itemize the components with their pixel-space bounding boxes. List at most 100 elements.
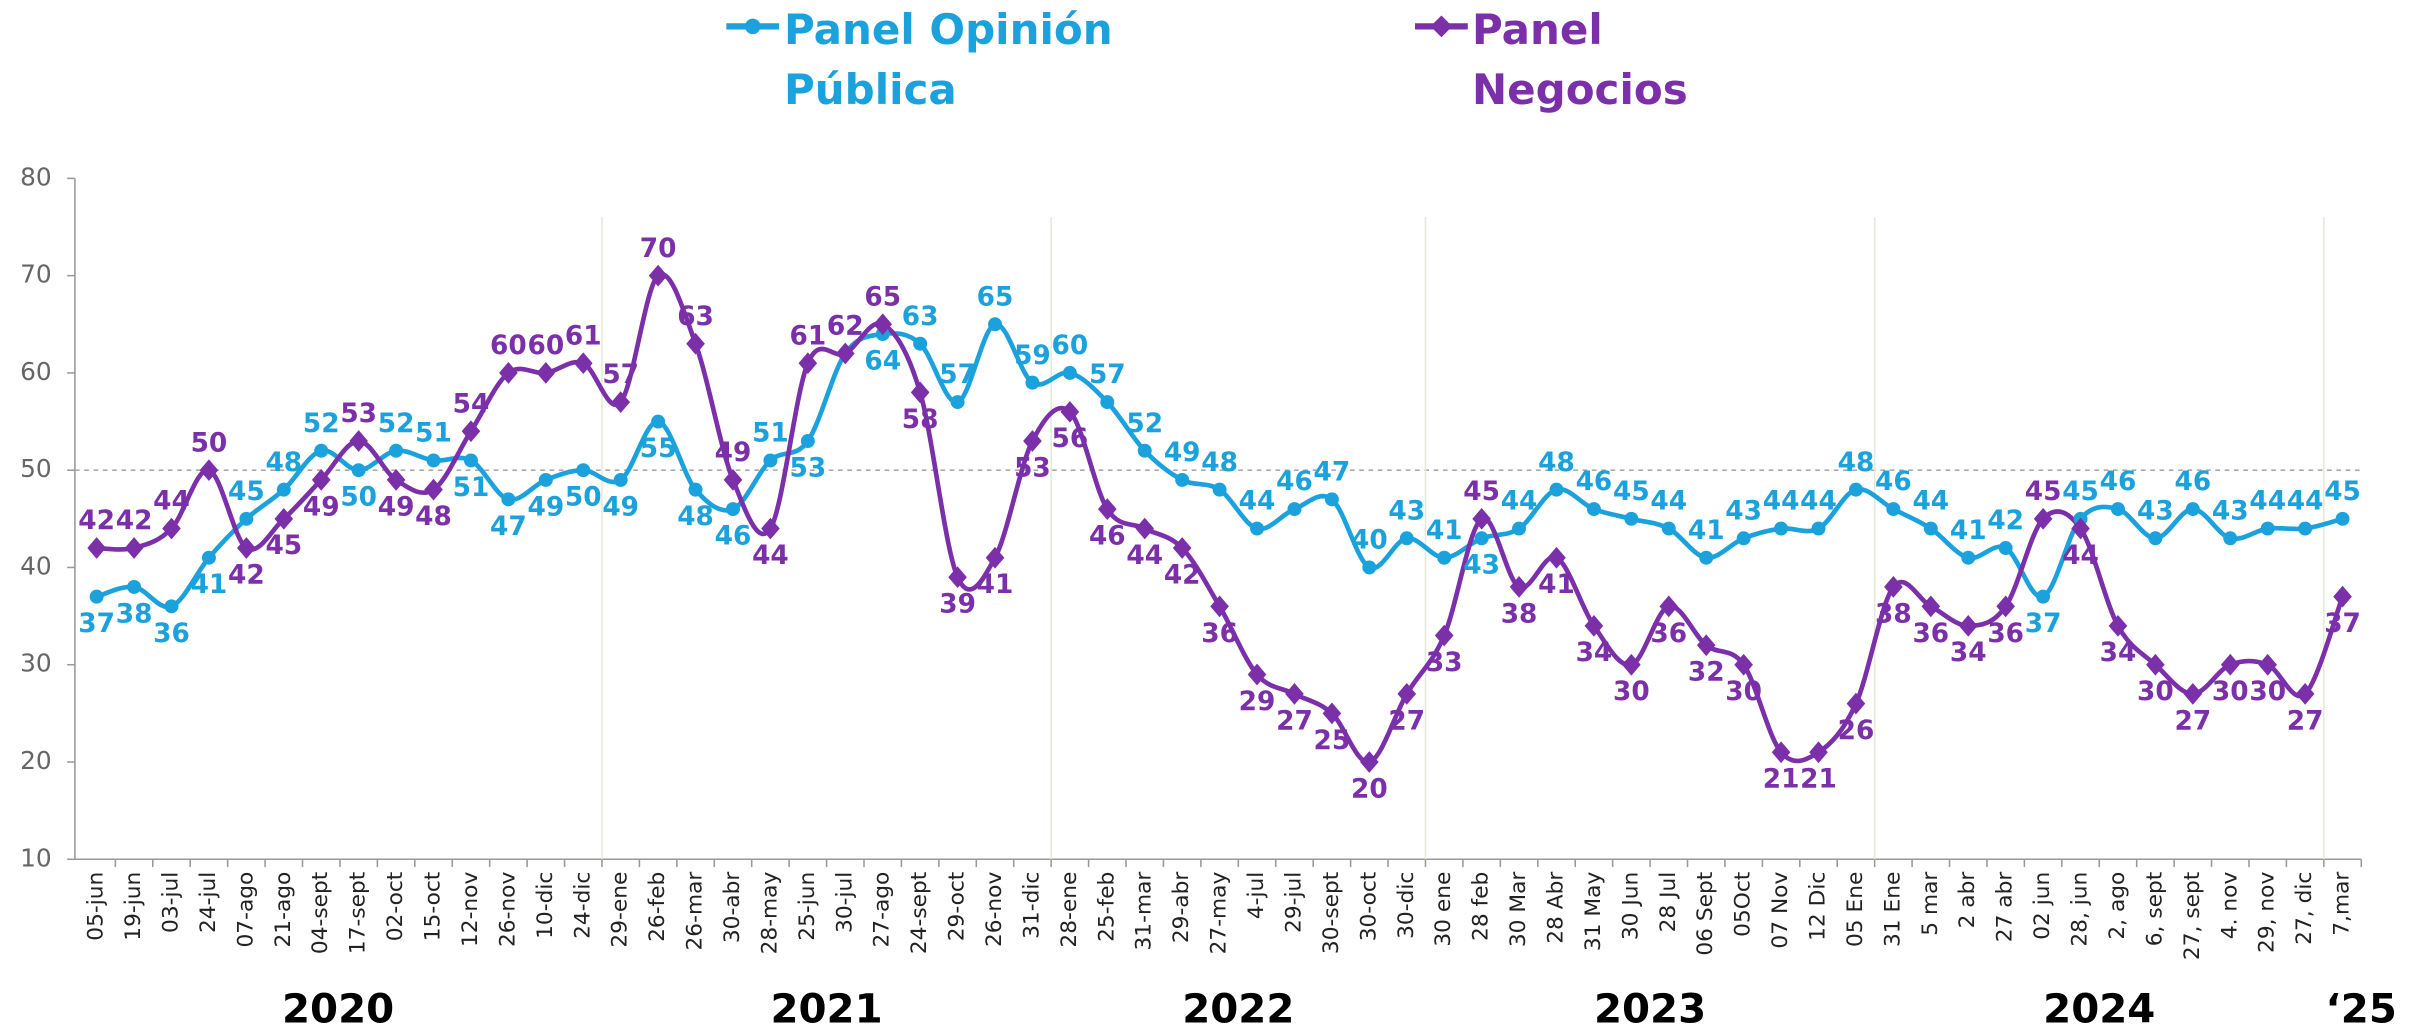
data-label: 52 bbox=[1126, 409, 1163, 439]
point bbox=[1661, 521, 1676, 536]
x-tick-label: 24-jul bbox=[196, 872, 221, 933]
point bbox=[237, 537, 256, 559]
x-tick-label: 30-sept bbox=[1319, 872, 1344, 954]
point bbox=[2335, 511, 2350, 526]
data-label: 46 bbox=[715, 522, 752, 552]
point bbox=[2110, 502, 2125, 517]
x-tick-label: 28 Jul bbox=[1656, 872, 1681, 933]
data-label: 61 bbox=[790, 321, 827, 351]
data-label: 63 bbox=[902, 302, 939, 332]
point bbox=[2183, 683, 2203, 705]
point bbox=[1958, 614, 1978, 637]
point bbox=[1998, 541, 2013, 555]
x-tick-label: 30-oct bbox=[1356, 872, 1381, 942]
point bbox=[988, 317, 1002, 332]
x-tick-label: 2, ago bbox=[2105, 872, 2130, 940]
x-tick-label: 26-nov bbox=[495, 872, 520, 947]
x-tick-label: 27, sept bbox=[2180, 872, 2205, 960]
data-label: 34 bbox=[1950, 638, 1987, 668]
x-tick-label: 05Oct bbox=[1731, 872, 1756, 937]
data-label: 49 bbox=[527, 492, 564, 522]
data-label: 61 bbox=[565, 321, 602, 351]
y-tick-label: 80 bbox=[20, 162, 52, 191]
point bbox=[576, 463, 591, 478]
x-tick-label: 30 ene bbox=[1431, 872, 1456, 947]
point bbox=[651, 414, 666, 429]
point bbox=[2298, 521, 2313, 536]
point bbox=[164, 599, 179, 614]
point bbox=[723, 469, 743, 491]
data-label: 46 bbox=[1276, 467, 1313, 497]
point bbox=[1848, 482, 1863, 497]
point bbox=[910, 381, 930, 404]
data-label: 43 bbox=[2212, 496, 2249, 526]
data-label: 49 bbox=[1164, 438, 1201, 468]
data-label: 44 bbox=[1800, 487, 1837, 517]
point bbox=[1060, 400, 1080, 423]
data-label: 34 bbox=[2100, 638, 2137, 668]
point bbox=[2071, 517, 2090, 540]
point bbox=[351, 463, 366, 478]
data-label: 37 bbox=[2324, 609, 2361, 639]
point bbox=[913, 336, 928, 351]
data-label: 27 bbox=[1388, 706, 1425, 736]
data-label: 46 bbox=[2174, 467, 2211, 497]
point bbox=[1996, 595, 2015, 618]
x-tick-label: 21-ago bbox=[271, 872, 296, 948]
data-label: 34 bbox=[1576, 638, 1613, 668]
point bbox=[1175, 472, 1190, 487]
x-tick-label: 28 Abr bbox=[1543, 872, 1568, 944]
point bbox=[1210, 595, 1229, 618]
data-label: 50 bbox=[191, 428, 228, 458]
point bbox=[985, 546, 1005, 569]
data-label: 59 bbox=[1014, 341, 1051, 371]
point bbox=[950, 395, 965, 410]
data-label: 44 bbox=[1912, 487, 1949, 517]
data-label: 47 bbox=[1314, 458, 1351, 488]
point bbox=[1774, 521, 1789, 536]
data-label: 49 bbox=[602, 492, 639, 522]
point bbox=[461, 420, 481, 443]
data-label: 30 bbox=[1725, 677, 1762, 707]
point bbox=[424, 478, 443, 501]
y-tick-label: 50 bbox=[20, 454, 52, 483]
x-tick-label: 12-nov bbox=[458, 872, 483, 947]
point bbox=[1437, 550, 1452, 565]
data-label: 55 bbox=[640, 434, 677, 464]
point bbox=[648, 264, 668, 287]
data-label: 44 bbox=[1239, 487, 1276, 517]
x-tick-label: 27, dic bbox=[2292, 872, 2317, 945]
data-label: 39 bbox=[939, 590, 976, 620]
point bbox=[199, 459, 219, 482]
year-label: 2023 bbox=[1594, 985, 1706, 1032]
x-tick-label: 30-dic bbox=[1394, 872, 1419, 939]
data-label: 32 bbox=[1688, 658, 1725, 688]
data-label: 36 bbox=[1201, 619, 1238, 649]
data-label: 30 bbox=[2212, 677, 2249, 707]
point bbox=[463, 453, 478, 468]
data-label: 45 bbox=[2324, 477, 2361, 507]
x-tick-label: 25-feb bbox=[1094, 872, 1119, 942]
data-label: 45 bbox=[2062, 477, 2099, 507]
data-label: 45 bbox=[2025, 477, 2062, 507]
point bbox=[1023, 430, 1042, 452]
point bbox=[1097, 498, 1117, 520]
data-label: 41 bbox=[191, 570, 228, 600]
point bbox=[1771, 741, 1791, 764]
data-label: 29 bbox=[1239, 687, 1276, 717]
x-tick-label: 26-mar bbox=[683, 872, 708, 951]
data-label: 62 bbox=[827, 312, 864, 342]
data-label: 44 bbox=[1650, 487, 1687, 517]
data-label: 46 bbox=[1089, 522, 1126, 552]
x-tick-label: 31 May bbox=[1581, 872, 1606, 952]
point bbox=[1062, 365, 1077, 380]
point bbox=[314, 443, 329, 458]
x-tick-label: 28 feb bbox=[1469, 872, 1494, 941]
data-label: 42 bbox=[78, 506, 115, 536]
x-tick-label: 30-jul bbox=[832, 872, 857, 933]
point bbox=[1846, 692, 1866, 715]
data-label: 57 bbox=[939, 360, 976, 390]
data-label: 26 bbox=[1838, 716, 1875, 746]
y-tick-label: 40 bbox=[20, 551, 52, 580]
point bbox=[1135, 517, 1155, 540]
